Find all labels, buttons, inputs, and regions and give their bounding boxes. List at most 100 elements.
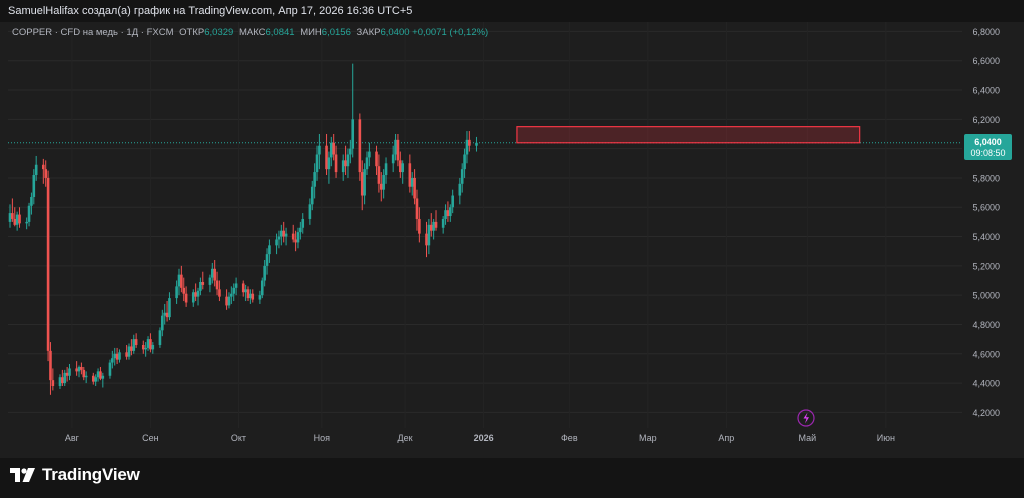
candle-body	[232, 287, 236, 294]
candle-body	[182, 287, 186, 294]
candle-body	[42, 164, 45, 170]
open-value: 6,0329	[204, 27, 234, 38]
candle-body	[213, 268, 216, 281]
x-tick-label: Мар	[639, 433, 657, 443]
candle-body	[115, 353, 119, 360]
candle-body	[44, 169, 47, 178]
candle-body	[75, 368, 78, 372]
candle-body	[301, 218, 305, 228]
candle-body	[63, 372, 67, 384]
candle-body	[265, 254, 269, 266]
candle-body	[113, 353, 117, 359]
candle-body	[441, 218, 445, 228]
candle-body	[244, 289, 247, 293]
candle-body	[230, 293, 233, 297]
candle-body	[127, 346, 131, 357]
x-tick-label: Апр	[718, 433, 734, 443]
candle-body	[444, 210, 447, 219]
candle-body	[77, 366, 81, 372]
candle-body	[101, 375, 105, 379]
candle-body	[246, 289, 250, 299]
x-tick-label: Июн	[877, 433, 895, 443]
candle-body	[284, 233, 288, 237]
candle-body	[96, 371, 100, 378]
x-tick-label: Ноя	[314, 433, 331, 443]
candle-body	[358, 119, 362, 173]
high-value: 6,0841	[265, 27, 295, 38]
high-label: МАКС	[238, 27, 266, 38]
candle-body	[275, 239, 278, 246]
candle-body	[227, 296, 231, 306]
candle-body	[363, 169, 366, 196]
candle-body	[434, 221, 438, 228]
chart-area[interactable]: 6,80006,60006,40006,20006,00005,80005,60…	[0, 22, 1024, 462]
candle-body	[92, 375, 95, 382]
candle-body	[449, 207, 452, 217]
candle-body	[334, 154, 338, 173]
brand-name: TradingView	[42, 465, 140, 484]
candle-body	[218, 289, 221, 297]
candle-body	[351, 119, 355, 149]
candle-body	[394, 139, 397, 155]
last-price-badge: 6,0400 09:08:50	[964, 134, 1012, 160]
candle-body	[158, 330, 162, 345]
candle-body	[299, 227, 302, 233]
y-tick-label: 6,4000	[972, 86, 1000, 96]
candle-body	[315, 154, 319, 173]
candle-body	[415, 198, 419, 219]
candle-body	[401, 163, 404, 173]
y-tick-label: 6,2000	[972, 115, 1000, 125]
y-tick-label: 4,6000	[972, 349, 1000, 359]
candle-body	[413, 177, 416, 199]
candle-body	[134, 339, 138, 345]
candle-body	[344, 160, 347, 167]
candle-body	[465, 139, 469, 155]
candle-body	[30, 196, 33, 206]
candle-body	[194, 292, 197, 297]
candle-body	[475, 142, 478, 146]
candle-body	[151, 344, 155, 350]
candle-body	[277, 236, 281, 240]
candle-body	[346, 154, 350, 167]
candle-body	[451, 195, 454, 208]
close-label: ЗАКР	[356, 27, 381, 38]
low-value: 6,0156	[321, 27, 351, 38]
candle-body	[46, 177, 50, 351]
x-tick-label: Дек	[398, 433, 413, 443]
candle-body	[18, 214, 21, 224]
candlestick-chart[interactable]: 6,80006,60006,40006,20006,00005,80005,60…	[0, 22, 1024, 462]
candle-body	[165, 312, 169, 318]
candle-body	[294, 239, 297, 243]
x-tick-label: Сен	[142, 433, 159, 443]
candle-body	[132, 339, 136, 351]
candle-body	[144, 347, 147, 350]
candle-body	[94, 377, 97, 382]
candle-body	[313, 172, 316, 187]
footer-bar: TradingView	[0, 458, 1024, 498]
candle-body	[375, 151, 378, 167]
candle-body	[15, 214, 19, 225]
candle-body	[341, 160, 345, 173]
candle-body	[8, 213, 12, 222]
candle-body	[325, 145, 328, 170]
candle-body	[310, 186, 314, 205]
last-price-value: 6,0400	[974, 137, 1002, 147]
resistance-zone-layer	[516, 126, 861, 144]
candles-layer	[8, 63, 478, 395]
candle-body	[282, 230, 285, 237]
candle-body	[432, 221, 435, 231]
y-tick-label: 6,6000	[972, 56, 1000, 66]
candle-body	[234, 283, 238, 288]
candle-body	[184, 293, 188, 303]
candle-body	[427, 224, 431, 246]
close-value: 6,0400	[380, 27, 410, 38]
candle-body	[463, 154, 466, 170]
lightning-icon[interactable]	[797, 409, 815, 427]
symbol-legend: COPPER · CFD на медь · 1Д · FXCM ОТКР6,0…	[12, 27, 488, 38]
candle-body	[368, 151, 371, 158]
x-tick-label: Фев	[561, 433, 578, 443]
countdown-value: 09:08:50	[970, 148, 1005, 158]
tradingview-logo[interactable]: TradingView	[10, 465, 140, 485]
candle-body	[118, 352, 121, 360]
candle-body	[408, 163, 412, 187]
